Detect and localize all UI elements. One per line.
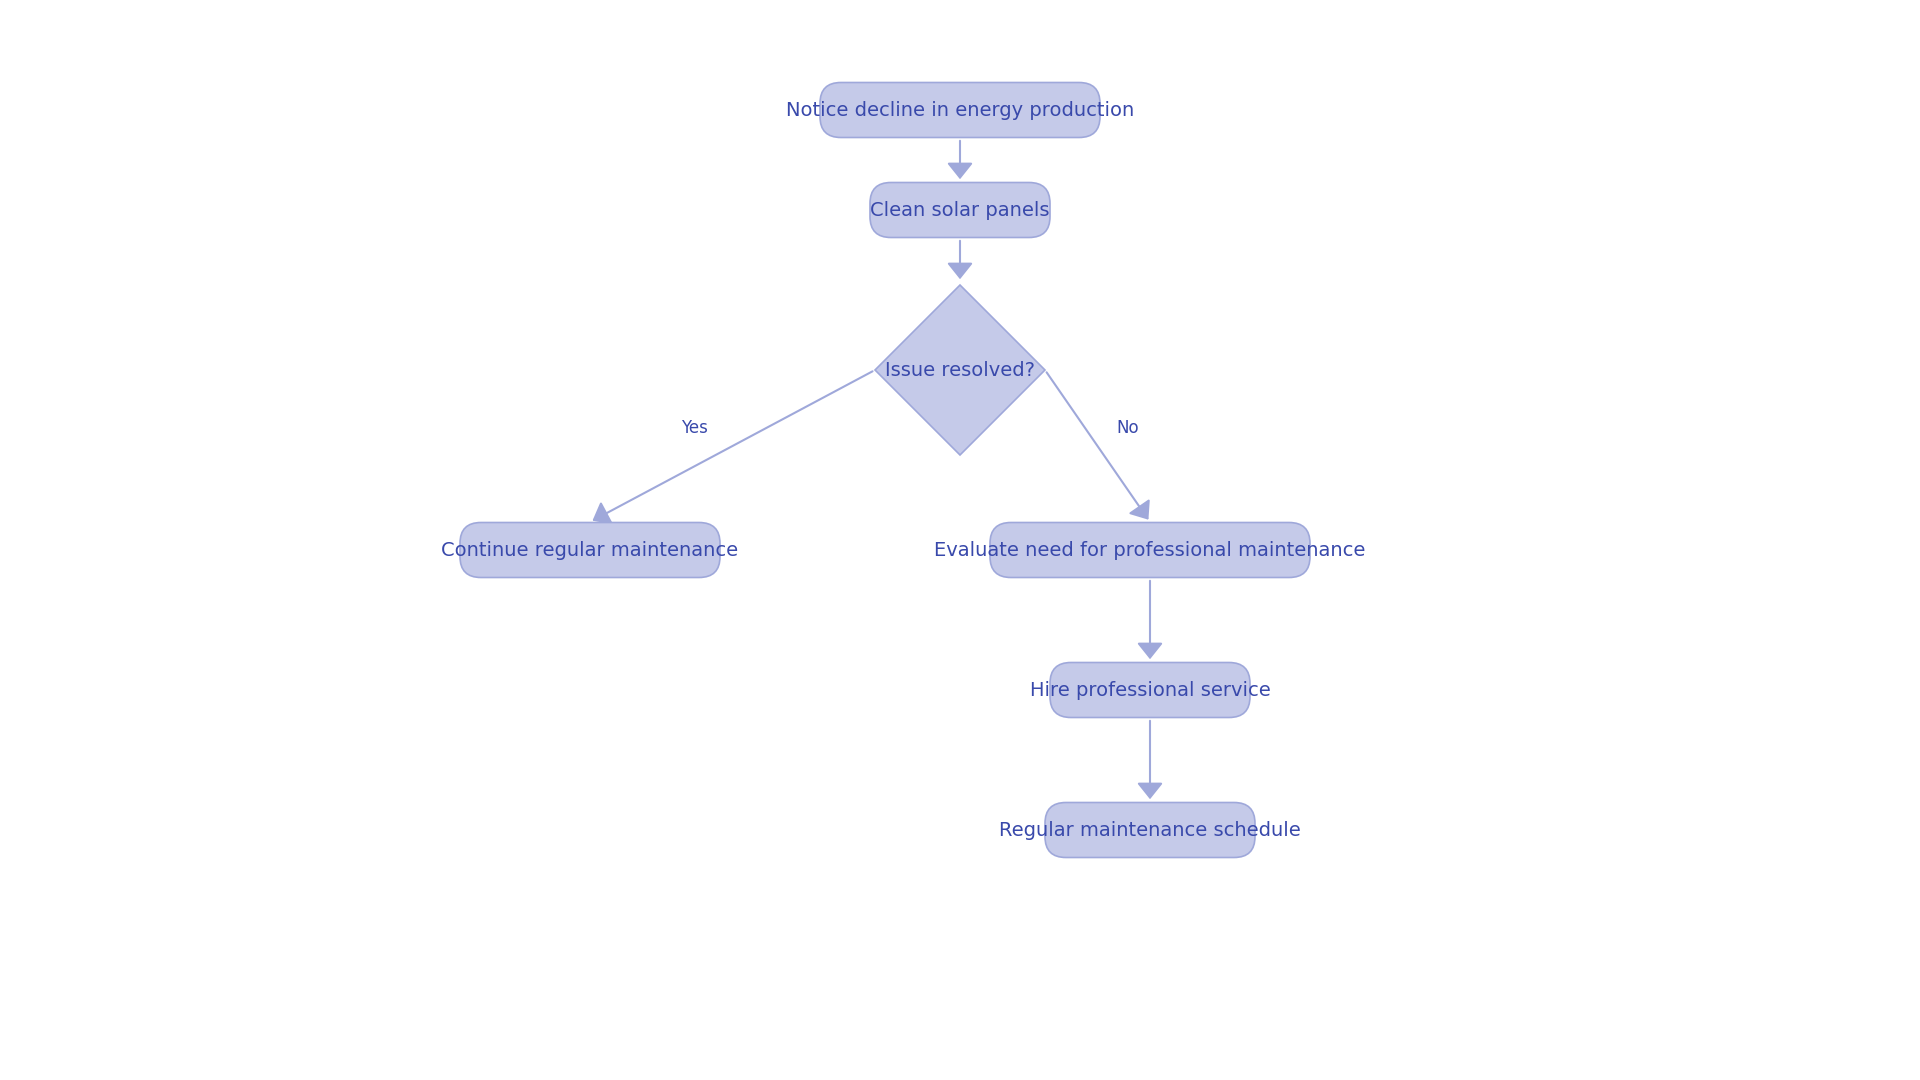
FancyBboxPatch shape [870, 183, 1050, 238]
Text: Hire professional service: Hire professional service [1029, 680, 1271, 700]
Text: No: No [1116, 419, 1139, 437]
Text: Regular maintenance schedule: Regular maintenance schedule [998, 821, 1302, 839]
Text: Notice decline in energy production: Notice decline in energy production [785, 100, 1135, 120]
FancyBboxPatch shape [1044, 802, 1256, 858]
Text: Clean solar panels: Clean solar panels [870, 201, 1050, 219]
FancyBboxPatch shape [1050, 662, 1250, 717]
Text: Yes: Yes [682, 419, 708, 437]
Text: Continue regular maintenance: Continue regular maintenance [442, 540, 739, 559]
Polygon shape [876, 285, 1044, 455]
FancyBboxPatch shape [820, 82, 1100, 137]
Text: Evaluate need for professional maintenance: Evaluate need for professional maintenan… [935, 540, 1365, 559]
Text: Issue resolved?: Issue resolved? [885, 361, 1035, 379]
FancyBboxPatch shape [991, 523, 1309, 578]
FancyBboxPatch shape [461, 523, 720, 578]
